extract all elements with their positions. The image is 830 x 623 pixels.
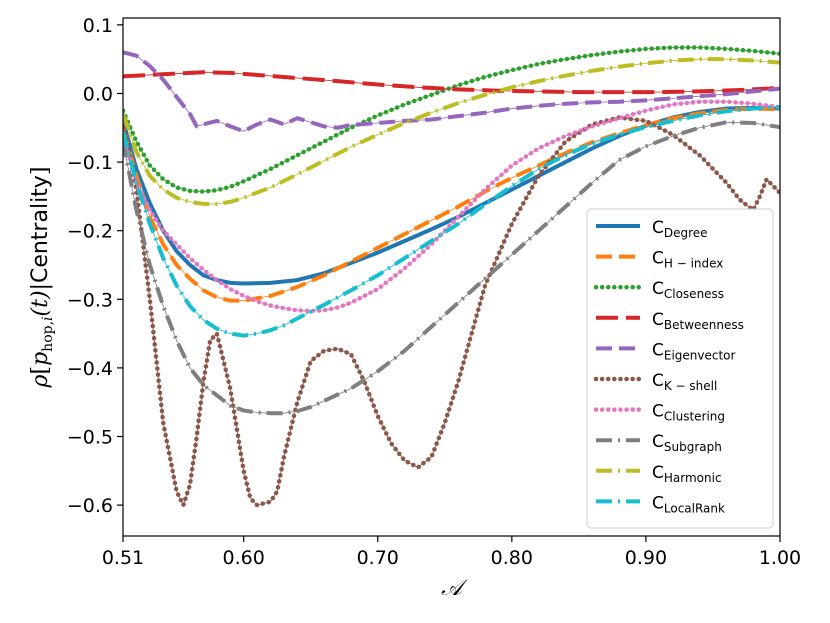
ylabel-word: Centrality <box>28 175 53 283</box>
ylabel-close: ] <box>28 167 53 176</box>
legend-item: CBetweenness <box>596 310 744 332</box>
series-line <box>123 120 780 416</box>
legend-item: CH − index <box>596 249 723 271</box>
series-harmonic <box>123 57 780 206</box>
x-axis-title: 𝒜 <box>441 576 468 601</box>
legend-label: CK − shell <box>652 371 717 393</box>
series-line <box>123 57 780 206</box>
series-clustering <box>123 99 780 314</box>
legend-item: CK − shell <box>593 371 717 393</box>
series-eigenvector <box>123 50 780 134</box>
series-closeness <box>123 45 780 194</box>
ylabel-open: [ <box>28 366 53 375</box>
legend-label: CCloseness <box>652 279 724 301</box>
ylabel-sub: hop, <box>40 321 56 352</box>
y-tick-label: −0.6 <box>67 495 113 517</box>
plot-frame <box>122 17 781 537</box>
ylabel-i: i <box>40 316 56 320</box>
legend: CDegree CH − index CCloseness CBetweenness C… <box>586 208 774 529</box>
legend-label: CEigenvector <box>652 340 736 362</box>
x-tick-label: 0.51 <box>102 547 144 569</box>
x-tick-label: 0.80 <box>491 547 533 569</box>
series-localrank <box>123 105 780 338</box>
legend-label: CDegree <box>652 218 708 240</box>
y-tick-label: −0.1 <box>67 152 113 174</box>
y-tick-label: −0.5 <box>67 427 113 449</box>
legend-item: CSubgraph <box>596 432 722 454</box>
series-layer <box>123 45 780 508</box>
series-betweenness <box>123 70 780 95</box>
ylabel-p: p <box>28 352 53 366</box>
legend-label: CHarmonic <box>652 463 722 485</box>
y-axis-title: ρ[phop,i(t)|Centrality] <box>28 167 56 389</box>
legend-label: CClustering <box>652 402 725 424</box>
legend-label: CBetweenness <box>652 310 744 332</box>
series-line <box>123 70 780 95</box>
legend-item: CLocalRank <box>596 493 725 515</box>
y-tick-label: −0.4 <box>67 358 113 380</box>
ylabel-rho: ρ <box>28 374 53 388</box>
x-axis-ticks: 0.51 0.60 0.70 0.80 0.90 1.00 <box>102 536 801 569</box>
series-subgraph <box>123 120 780 416</box>
series-core-line <box>123 71 780 93</box>
series-line <box>123 106 780 303</box>
legend-item: CClustering <box>593 402 725 424</box>
x-tick-label: 0.70 <box>357 547 399 569</box>
y-tick-label: −0.2 <box>67 221 113 243</box>
x-tick-label: 0.90 <box>625 547 667 569</box>
y-tick-label: −0.3 <box>67 289 113 311</box>
series-line <box>123 45 780 194</box>
legend-item: CEigenvector <box>596 340 736 362</box>
legend-item: CDegree <box>596 218 708 240</box>
legend-label: CH − index <box>652 249 723 271</box>
ylabel-t: (t) <box>28 290 53 316</box>
series-line <box>123 99 780 314</box>
x-tick-label: 0.60 <box>223 547 265 569</box>
series-core-line <box>123 47 780 192</box>
legend-label: CLocalRank <box>652 493 725 515</box>
ylabel-sep: | <box>28 283 53 290</box>
y-tick-label: 0.0 <box>83 83 113 105</box>
y-tick-label: 0.1 <box>83 15 113 37</box>
series-line <box>123 105 780 338</box>
svg-text:ρ[phop,i(t)|Centrality]: ρ[phop,i(t)|Centrality] <box>28 167 56 389</box>
x-tick-label: 1.00 <box>759 547 801 569</box>
series-line <box>123 50 780 134</box>
legend-label: CSubgraph <box>652 432 722 454</box>
y-axis-ticks: 0.1 0.0 −0.1 −0.2 −0.3 −0.4 −0.5 −0.6 <box>67 15 123 517</box>
series-h-index <box>123 106 780 303</box>
legend-item: CCloseness <box>593 279 724 301</box>
legend-item: CHarmonic <box>596 463 722 485</box>
